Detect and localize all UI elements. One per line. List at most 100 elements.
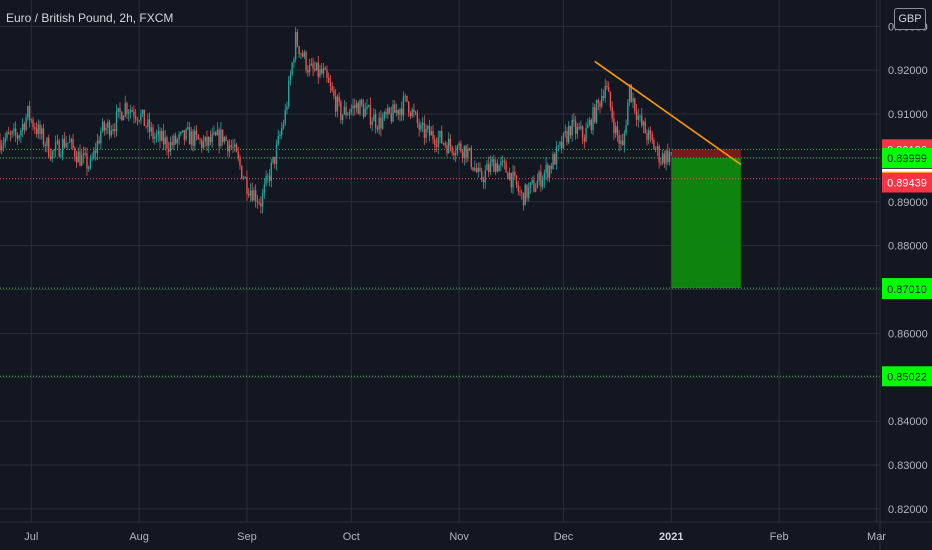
candle-body	[531, 180, 533, 183]
candle-body	[126, 103, 128, 114]
candle-body	[550, 165, 553, 169]
candle	[345, 101, 347, 119]
candle-body	[211, 134, 213, 143]
candle-body	[646, 133, 648, 140]
candle-body	[547, 164, 549, 178]
candle-body	[625, 125, 627, 134]
candle	[103, 120, 106, 136]
price-tag: 0.89999	[882, 147, 932, 168]
candle	[2, 136, 5, 152]
candle-body	[667, 150, 669, 163]
candle-body	[512, 171, 514, 188]
candle-body	[9, 134, 12, 135]
candle-body	[647, 130, 650, 140]
candle-body	[661, 153, 664, 163]
candle	[413, 103, 415, 118]
candle	[670, 152, 673, 156]
candle	[225, 135, 227, 142]
candle	[576, 123, 579, 139]
candle-body	[367, 105, 370, 107]
candle	[639, 114, 641, 122]
candle-body	[552, 154, 554, 169]
candle-body	[201, 139, 203, 148]
candle-body	[602, 96, 605, 98]
candle-body	[256, 201, 259, 203]
candle	[444, 140, 446, 149]
candle	[65, 135, 67, 149]
candle	[454, 145, 457, 163]
candle	[661, 149, 664, 166]
candle	[121, 110, 123, 121]
candle	[348, 108, 351, 120]
candle-body	[444, 143, 446, 146]
y-tick-label: 0.88000	[888, 241, 928, 253]
candle-body	[583, 137, 586, 142]
candle-body	[46, 137, 48, 146]
candle-body	[614, 126, 617, 134]
x-tick-label: Jul	[24, 531, 38, 543]
candle	[524, 183, 526, 206]
candle-body	[545, 164, 547, 173]
candle	[312, 57, 314, 76]
candle-body	[357, 103, 359, 115]
candle-body	[592, 107, 594, 131]
candle	[491, 156, 493, 167]
candle	[267, 173, 269, 183]
candle-body	[395, 109, 398, 113]
position-zones	[671, 149, 741, 289]
candle	[437, 130, 439, 154]
candle	[96, 133, 99, 161]
candle	[254, 184, 257, 208]
trendline-layer[interactable]	[594, 60, 742, 166]
candle	[362, 98, 365, 120]
candle	[6, 130, 8, 142]
candle-body	[143, 109, 146, 126]
candle	[407, 101, 410, 117]
currency-button[interactable]: GBP	[894, 8, 926, 30]
price-tag-bg	[882, 147, 932, 168]
candle-body	[122, 115, 125, 121]
candle-body	[581, 126, 584, 138]
candle	[185, 127, 187, 142]
candle	[230, 139, 233, 150]
candle-body	[474, 168, 476, 171]
candle-body	[70, 139, 73, 143]
candle	[70, 137, 73, 150]
time-axis[interactable]: Jul Aug Sep Oct Nov Dec 2021 Feb Mar	[0, 521, 932, 543]
candle-body	[656, 146, 659, 150]
candle-body	[267, 175, 269, 177]
candle	[465, 144, 467, 164]
candle-body	[303, 51, 306, 57]
candle	[547, 162, 549, 182]
candle-body	[127, 112, 130, 114]
candle	[442, 142, 445, 146]
candle	[607, 81, 610, 92]
candle-body	[108, 122, 111, 136]
candle	[606, 80, 608, 90]
candle-body	[334, 95, 337, 112]
candle-body	[500, 161, 502, 166]
candle-body	[241, 165, 243, 179]
candle-body	[366, 106, 368, 109]
candle	[281, 121, 283, 139]
price-axis[interactable]: 0.930000.920000.910000.900000.890000.880…	[879, 0, 928, 550]
candle-body	[60, 155, 62, 157]
candle-body	[409, 112, 412, 117]
candle-body	[670, 152, 673, 154]
candle-body	[482, 179, 485, 183]
candle-body	[58, 140, 60, 157]
candle	[263, 178, 266, 199]
candle-body	[526, 184, 528, 199]
candle-body	[607, 87, 610, 92]
candle-body	[361, 100, 363, 105]
candle	[32, 116, 34, 131]
x-tick-label: Aug	[129, 531, 149, 543]
candle-body	[157, 131, 159, 135]
candle-body	[51, 150, 53, 160]
candle	[409, 111, 412, 119]
candle-body	[359, 100, 361, 115]
candle-body	[308, 65, 311, 73]
candle-body	[402, 96, 405, 116]
